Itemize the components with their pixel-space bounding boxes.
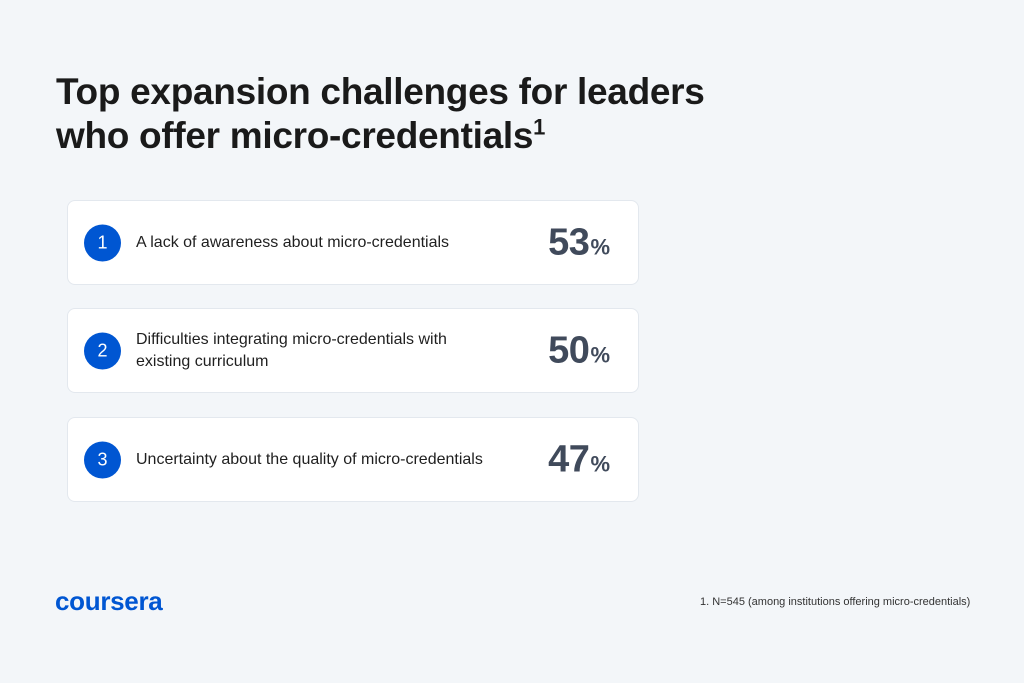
footnote: 1. N=545 (among institutions offering mi… [700, 596, 971, 608]
challenge-label-1: A lack of awareness about micro-credenti… [136, 233, 450, 251]
challenge-card-2: 2 Difficulties integrating micro-credent… [67, 308, 639, 393]
page-title: Top expansion challenges for leaders who… [56, 70, 756, 158]
page-title-text: Top expansion challenges for leaders who… [56, 71, 705, 156]
rank-badge-3: 3 [84, 441, 121, 478]
rank-badge-1: 1 [84, 224, 121, 261]
challenge-percent-1: 53 [548, 221, 590, 263]
challenge-value-3: 47% [548, 438, 610, 481]
challenge-value-2: 50% [548, 329, 610, 372]
percent-sign-1: % [590, 234, 610, 259]
challenge-label-3: Uncertainty about the quality of micro-c… [136, 450, 483, 468]
title-footnote-marker: 1 [533, 114, 546, 140]
challenge-card-1: 1 A lack of awareness about micro-creden… [67, 200, 639, 285]
challenge-label-2: Difficulties integrating micro-credentia… [136, 330, 447, 370]
challenge-percent-2: 50 [548, 329, 590, 371]
challenge-value-1: 53% [548, 221, 610, 264]
challenge-percent-3: 47 [548, 438, 590, 480]
coursera-logo: coursera [55, 586, 163, 616]
percent-sign-2: % [590, 342, 610, 367]
rank-badge-2: 2 [84, 332, 121, 369]
challenge-card-3: 3 Uncertainty about the quality of micro… [67, 417, 639, 502]
percent-sign-3: % [590, 451, 610, 476]
